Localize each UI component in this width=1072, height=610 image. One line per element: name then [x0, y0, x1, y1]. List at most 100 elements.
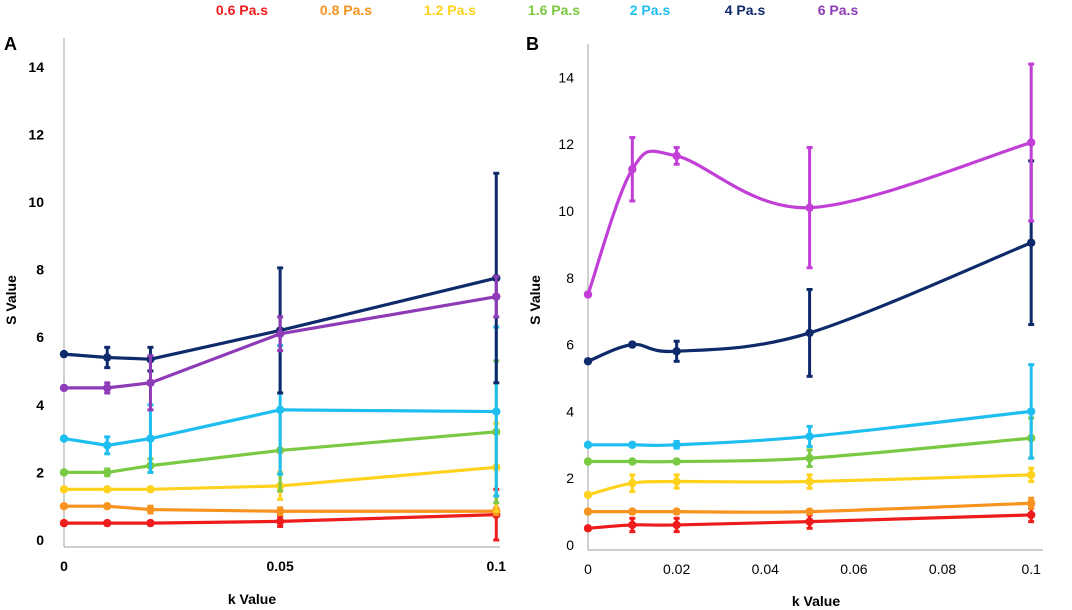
panel-a-data-point	[146, 518, 155, 528]
panel-b-data-point	[583, 457, 593, 466]
panel-a-data-point	[59, 349, 69, 359]
panel-b-data-point	[628, 440, 637, 449]
panel-a-x-ticks: 0 0.05 0.1	[60, 558, 506, 574]
panel-b-y-axis-title: S Value	[527, 275, 543, 325]
panel-b-data-point	[805, 432, 814, 441]
panel-a-data-point	[59, 383, 69, 393]
panel-b-data-point	[805, 477, 814, 486]
panel-b-data-point	[583, 490, 593, 500]
panel-b-data-point	[628, 165, 637, 174]
panel-b-data-point	[672, 151, 681, 161]
panel-a-y-tick-label: 2	[36, 464, 44, 480]
panel-a-data-point	[59, 518, 69, 528]
panel-b: B 0 2 4 6 8 10 12 14 0 0.02 0.04 0.06 0.08 0.1 S Val…	[526, 34, 1043, 609]
panel-b-x-tick-label: 0	[584, 561, 592, 577]
panel-a-x-tick-label: 0.1	[487, 558, 507, 574]
panel-a-data-point	[146, 378, 155, 388]
panel-a-y-tick-label: 10	[28, 194, 44, 210]
panel-b-data-point	[628, 520, 637, 530]
panel-a-plot-area	[59, 171, 501, 542]
panel-b-y-tick-label: 2	[566, 470, 574, 486]
panel-a-data-point	[275, 329, 285, 339]
panel-b-series-line	[586, 140, 1033, 297]
panel-a-data-point	[59, 434, 69, 443]
panel-b-x-tick-label: 0.04	[752, 561, 779, 577]
panel-b-x-tick-label: 0.02	[663, 561, 690, 577]
panel-b-x-tick-label: 0.08	[929, 561, 956, 577]
panel-b-data-point	[672, 457, 681, 466]
panel-b-y-tick-label: 0	[566, 537, 574, 553]
panel-a-x-tick-label: 0.05	[267, 558, 294, 574]
panel-a-data-point	[103, 353, 112, 362]
panel-a-y-ticks: 0 2 4 6 8 10 12 14	[28, 59, 44, 548]
panel-a-series-6-pa-s	[59, 274, 501, 412]
panel-b-data-point	[628, 340, 637, 349]
panel-a-series-0-6-pa-s	[59, 487, 501, 542]
panel-a-x-tick-label: 0	[60, 558, 68, 574]
panel-b-y-ticks: 0 2 4 6 8 10 12 14	[558, 69, 574, 553]
panel-a-series-0-8-pa-s	[59, 502, 501, 517]
panel-b-y-tick-label: 14	[558, 69, 574, 85]
panel-a-data-point	[146, 434, 155, 443]
panel-b-data-point	[1026, 407, 1036, 416]
panel-a-data-point	[59, 485, 69, 494]
panel-b-series-2-pa-s	[583, 363, 1036, 460]
panel-b-data-point	[628, 479, 637, 488]
panel-a-data-point	[103, 468, 112, 477]
legend-item-0-6-pa-s: 0.6 Pa.s	[216, 2, 268, 18]
panel-a: A 0 2 4 6 8 10 12 14 0 0.05 0.1 S Value k Value	[3, 34, 506, 607]
panel-b-data-point	[805, 517, 814, 526]
panel-b-y-tick-label: 8	[566, 270, 574, 286]
panel-b-data-point	[1026, 238, 1036, 247]
panel-b-data-point	[1026, 510, 1036, 520]
panel-b-y-tick-label: 10	[558, 203, 574, 219]
panel-a-x-axis-title: k Value	[228, 591, 276, 607]
panel-b-x-axis-title: k Value	[792, 593, 840, 609]
panel-b-data-point	[583, 507, 593, 516]
panel-a-y-tick-label: 8	[36, 262, 44, 278]
panel-a-data-point	[59, 502, 69, 511]
panel-a-data-point	[146, 505, 155, 514]
panel-a-y-tick-label: 0	[36, 532, 44, 548]
panel-b-series-4-pa-s	[583, 159, 1036, 378]
panel-a-data-point	[275, 405, 285, 415]
legend-item-2-pa-s: 2 Pa.s	[630, 2, 671, 18]
legend-item-6-pa-s: 6 Pa.s	[818, 2, 859, 18]
panel-b-label: B	[526, 34, 539, 54]
panel-b-series-0-8-pa-s	[583, 496, 1036, 516]
panel-b-data-point	[1026, 499, 1036, 508]
panel-b-data-point	[672, 347, 681, 356]
panel-a-y-tick-label: 14	[28, 59, 44, 75]
panel-b-data-point	[1026, 138, 1036, 147]
panel-a-data-point	[103, 502, 112, 511]
panel-b-data-point	[583, 440, 593, 449]
panel-b-data-point	[628, 457, 637, 466]
panel-b-data-point	[628, 507, 637, 516]
legend-item-4-pa-s: 4 Pa.s	[725, 2, 766, 18]
panel-a-y-tick-label: 4	[36, 397, 44, 413]
panel-a-y-tick-label: 12	[28, 126, 44, 142]
panel-b-y-tick-label: 12	[558, 136, 574, 152]
panel-b-data-point	[1026, 470, 1036, 480]
panel-a-data-point	[492, 407, 501, 416]
legend-item-1-2-pa-s: 1.2 Pa.s	[424, 2, 476, 18]
panel-b-data-point	[805, 328, 814, 338]
panel-b-data-point	[672, 477, 681, 486]
panel-b-series-1-2-pa-s	[583, 466, 1036, 500]
panel-a-data-point	[492, 292, 501, 301]
panel-a-y-axis-title: S Value	[3, 275, 19, 325]
panel-b-data-point	[583, 357, 593, 366]
panel-a-data-point	[103, 485, 112, 494]
panel-a-data-point	[275, 507, 285, 516]
panel-a-data-point	[146, 485, 155, 494]
panel-b-x-tick-label: 0.1	[1021, 561, 1041, 577]
panel-b-data-point	[672, 440, 681, 449]
panel-b-data-point	[583, 290, 593, 299]
panel-b-y-tick-label: 6	[566, 337, 574, 353]
panel-a-data-point	[59, 468, 69, 477]
panel-a-series-4-pa-s	[59, 171, 501, 395]
legend: 0.6 Pa.s 0.8 Pa.s 1.2 Pa.s 1.6 Pa.s 2 Pa.s 4 …	[216, 2, 859, 18]
panel-b-data-point	[805, 203, 814, 212]
panel-b-data-point	[672, 507, 681, 516]
